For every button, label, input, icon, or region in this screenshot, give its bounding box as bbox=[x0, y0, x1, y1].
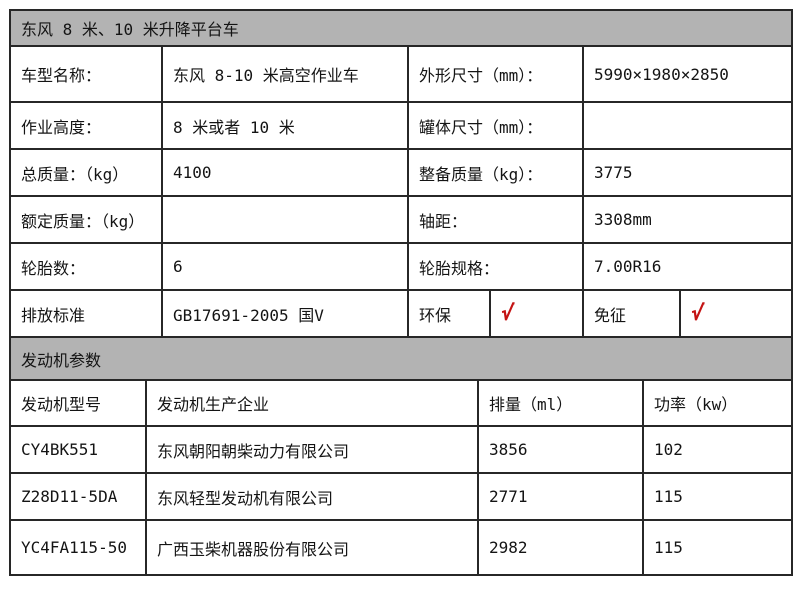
spec-label: 整备质量（kg）： bbox=[407, 148, 584, 197]
engine-model: CY4BK551 bbox=[9, 425, 147, 474]
spec-value: 6 bbox=[161, 242, 409, 291]
engine-displacement: 2771 bbox=[477, 472, 644, 521]
engine-params-table: 发动机参数 发动机型号 发动机生产企业 排量（ml） 功率（kw） CY4BK5… bbox=[8, 336, 794, 576]
engine-manufacturer: 广西玉柴机器股份有限公司 bbox=[145, 519, 479, 576]
spec-value: 4100 bbox=[161, 148, 409, 197]
spec-value: 8 米或者 10 米 bbox=[161, 101, 409, 150]
spec-label: 外形尺寸（mm）： bbox=[407, 45, 584, 103]
checkmark-icon: √ bbox=[689, 301, 706, 325]
spec-value: 5990×1980×2850 bbox=[582, 45, 793, 103]
engine-power: 115 bbox=[641, 519, 794, 576]
table-row: 总质量：（kg） 4100 整备质量（kg）： 3775 bbox=[9, 148, 793, 197]
spec-label: 罐体尺寸（mm）： bbox=[407, 101, 584, 150]
engine-power: 102 bbox=[641, 425, 794, 474]
table-header-row: 发动机型号 发动机生产企业 排量（ml） 功率（kw） bbox=[9, 379, 794, 427]
column-header: 发动机型号 bbox=[9, 379, 147, 427]
table-row: 额定质量：（kg） 轴距： 3308mm bbox=[9, 195, 793, 244]
engine-model: Z28D11-5DA bbox=[9, 472, 147, 521]
spec-label: 额定质量：（kg） bbox=[9, 195, 163, 244]
table-row: 发动机参数 bbox=[8, 336, 794, 381]
spec-label: 排放标准 bbox=[9, 289, 163, 338]
spec-label: 轴距： bbox=[407, 195, 584, 244]
table-row: 东风 8 米、10 米升降平台车 bbox=[9, 9, 793, 47]
table-row: CY4BK551 东风朝阳朝柴动力有限公司 3856 102 bbox=[9, 425, 794, 474]
env-label: 环保 bbox=[407, 289, 491, 338]
spec-value: 3308mm bbox=[582, 195, 793, 244]
table-row: YC4FA115-50 广西玉柴机器股份有限公司 2982 115 bbox=[9, 519, 794, 576]
page-title: 东风 8 米、10 米升降平台车 bbox=[9, 9, 793, 47]
spec-value: 7.00R16 bbox=[582, 242, 793, 291]
spec-label: 轮胎规格： bbox=[407, 242, 584, 291]
exempt-checkmark-cell: √ bbox=[679, 289, 793, 338]
engine-manufacturer: 东风朝阳朝柴动力有限公司 bbox=[145, 425, 479, 474]
vehicle-spec-table: 东风 8 米、10 米升降平台车 车型名称： 东风 8-10 米高空作业车 外形… bbox=[9, 9, 793, 338]
table-row: Z28D11-5DA 东风轻型发动机有限公司 2771 115 bbox=[9, 472, 794, 521]
spec-label: 车型名称： bbox=[9, 45, 163, 103]
table-row: 轮胎数： 6 轮胎规格： 7.00R16 bbox=[9, 242, 793, 291]
column-header: 排量（ml） bbox=[477, 379, 644, 427]
table-row: 作业高度： 8 米或者 10 米 罐体尺寸（mm）： bbox=[9, 101, 793, 150]
exempt-label: 免征 bbox=[582, 289, 681, 338]
spec-value: 东风 8-10 米高空作业车 bbox=[161, 45, 409, 103]
env-checkmark-cell: √ bbox=[489, 289, 584, 338]
table-row: 车型名称： 东风 8-10 米高空作业车 外形尺寸（mm）： 5990×1980… bbox=[9, 45, 793, 103]
spec-label: 作业高度： bbox=[9, 101, 163, 150]
spec-label: 总质量：（kg） bbox=[9, 148, 163, 197]
checkmark-icon: √ bbox=[499, 301, 516, 325]
engine-section-title: 发动机参数 bbox=[8, 336, 794, 381]
engine-model: YC4FA115-50 bbox=[9, 519, 147, 576]
spec-label: 轮胎数： bbox=[9, 242, 163, 291]
column-header: 发动机生产企业 bbox=[145, 379, 479, 427]
spec-value bbox=[161, 195, 409, 244]
engine-displacement: 3856 bbox=[477, 425, 644, 474]
column-header: 功率（kw） bbox=[641, 379, 794, 427]
table-row-emission: 排放标准 GB17691-2005 国V 环保 √ 免征 √ bbox=[9, 289, 793, 338]
engine-manufacturer: 东风轻型发动机有限公司 bbox=[145, 472, 479, 521]
engine-displacement: 2982 bbox=[477, 519, 644, 576]
spec-value: 3775 bbox=[582, 148, 793, 197]
spec-value bbox=[582, 101, 793, 150]
spec-value: GB17691-2005 国V bbox=[161, 289, 409, 338]
spec-sheet: 东风 8 米、10 米升降平台车 车型名称： 东风 8-10 米高空作业车 外形… bbox=[8, 9, 794, 576]
engine-power: 115 bbox=[641, 472, 794, 521]
